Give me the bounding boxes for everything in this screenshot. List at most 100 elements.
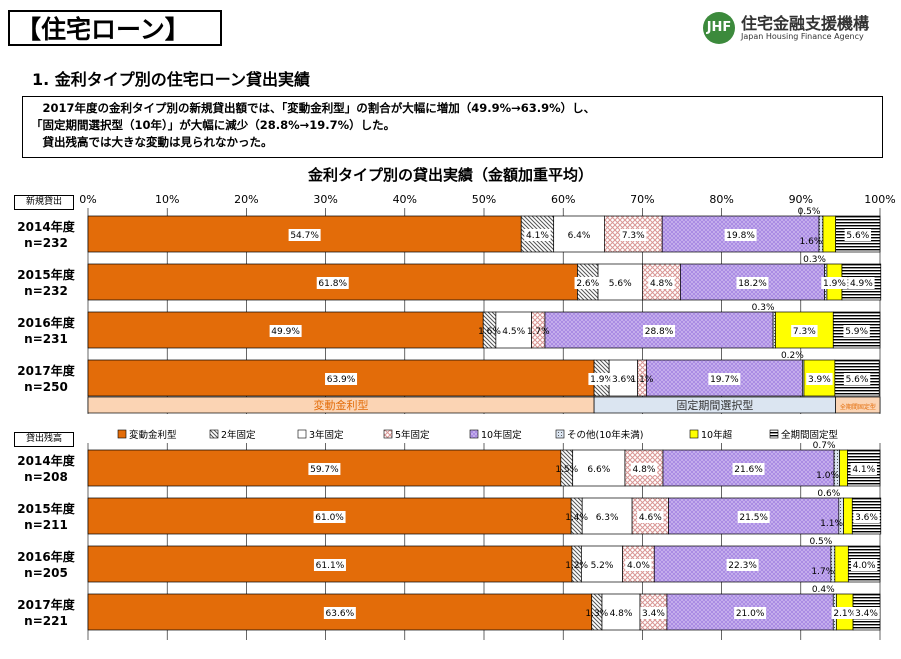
data-label-bg bbox=[269, 325, 302, 337]
data-label: 5.6% bbox=[846, 375, 869, 385]
legend-label: 10年超 bbox=[701, 429, 733, 441]
data-label: 6.3% bbox=[596, 513, 619, 523]
legend-label: 2年固定 bbox=[221, 429, 256, 441]
logo-subtitle: Japan Housing Finance Agency bbox=[741, 32, 864, 41]
data-label-bg bbox=[853, 607, 880, 619]
data-label-bg bbox=[734, 607, 767, 619]
data-label: 6.4% bbox=[568, 231, 591, 241]
data-label: 1.3% bbox=[585, 609, 608, 619]
data-label-bg bbox=[640, 607, 667, 619]
data-label: 0.3% bbox=[752, 303, 775, 313]
data-label: 3.4% bbox=[642, 609, 665, 619]
chart-title: 金利タイプ別の貸出実績（金額加重平均） bbox=[307, 166, 593, 184]
data-label-bg bbox=[325, 373, 358, 385]
data-label: 7.3% bbox=[793, 327, 816, 337]
data-label: 5.6% bbox=[609, 279, 632, 289]
legend-swatch bbox=[117, 429, 127, 439]
data-label-bg bbox=[806, 373, 833, 385]
data-label: 1.7% bbox=[527, 327, 550, 337]
bar-segment-variable bbox=[87, 311, 484, 349]
data-label: 4.1% bbox=[852, 465, 875, 475]
data-label: 4.8% bbox=[633, 465, 656, 475]
x-tick-label: 30% bbox=[313, 193, 337, 206]
x-tick-label: 100% bbox=[864, 193, 895, 206]
data-label-bg bbox=[625, 559, 652, 571]
data-label-bg bbox=[588, 373, 615, 385]
summary-line-2: 「固定期間選択型（10年）」が大幅に減少（28.8%→19.7%）した。 bbox=[31, 118, 396, 132]
data-label: 63.6% bbox=[326, 609, 355, 619]
bar-segment-over-10y bbox=[843, 497, 853, 535]
data-label-bg bbox=[648, 277, 675, 289]
row-year-label: 2016年度 bbox=[17, 549, 75, 564]
row-year-label: 2014年度 bbox=[17, 219, 75, 234]
data-label-bg bbox=[524, 229, 551, 241]
data-label-bg bbox=[708, 373, 741, 385]
data-label: 4.0% bbox=[627, 561, 650, 571]
legend-label: 3年固定 bbox=[309, 429, 344, 441]
data-label-bg bbox=[565, 229, 593, 241]
data-label-bg bbox=[500, 325, 527, 337]
bar-segment-over-10y bbox=[822, 215, 836, 253]
data-label: 18.2% bbox=[738, 279, 767, 289]
data-label-bg bbox=[316, 277, 349, 289]
data-label-bg bbox=[732, 463, 765, 475]
data-label-bg bbox=[607, 607, 635, 619]
data-label-bg bbox=[630, 463, 658, 475]
data-label: 0.5% bbox=[798, 207, 821, 217]
data-label: 61.1% bbox=[316, 561, 345, 571]
data-label: 5.2% bbox=[591, 561, 614, 571]
data-label-bg bbox=[850, 559, 878, 571]
row-n-label: n=205 bbox=[24, 566, 68, 580]
row-year-label: 2015年度 bbox=[17, 267, 75, 282]
summary-box: 2017年度の金利タイプ別の新規貸出額では、「変動金利型」の割合が大幅に増加（4… bbox=[22, 96, 883, 158]
data-label: 1.4% bbox=[565, 513, 588, 523]
data-label: 1.9% bbox=[590, 375, 613, 385]
data-label: 2.1% bbox=[833, 609, 856, 619]
data-label-bg bbox=[843, 373, 871, 385]
data-label: 1.7% bbox=[811, 567, 834, 577]
data-label-bg bbox=[607, 277, 634, 289]
row-year-label: 2015年度 bbox=[17, 501, 75, 516]
row-n-label: n=208 bbox=[24, 470, 68, 484]
row-n-label: n=231 bbox=[24, 332, 68, 346]
x-tick-label: 50% bbox=[472, 193, 496, 206]
data-label-bg bbox=[308, 463, 341, 475]
row-year-label: 2017年度 bbox=[17, 363, 75, 378]
data-label: 59.7% bbox=[310, 465, 339, 475]
row-n-label: n=232 bbox=[24, 284, 68, 298]
data-label-bg bbox=[791, 325, 818, 337]
agency-logo: JHF 住宅金融支援機構 Japan Housing Finance Agenc… bbox=[703, 10, 893, 50]
data-label-bg bbox=[574, 277, 601, 289]
data-label-bg bbox=[643, 325, 676, 337]
x-tick-label: 10% bbox=[155, 193, 179, 206]
data-label: 3.6% bbox=[612, 375, 635, 385]
data-label: 1.6% bbox=[800, 237, 823, 247]
data-label-bg bbox=[853, 511, 880, 523]
legend-swatch bbox=[769, 429, 779, 439]
data-label: 3.4% bbox=[855, 609, 878, 619]
legend-swatch bbox=[689, 429, 699, 439]
data-label: 3.9% bbox=[808, 375, 831, 385]
x-tick-label: 60% bbox=[551, 193, 575, 206]
summary-line-1: 2017年度の金利タイプ別の新規貸出額では、「変動金利型」の割合が大幅に増加（4… bbox=[31, 101, 596, 115]
x-tick-label: 20% bbox=[234, 193, 258, 206]
data-label-bg bbox=[844, 229, 872, 241]
data-label: 0.4% bbox=[812, 585, 835, 595]
data-label: 1.6% bbox=[478, 327, 501, 337]
summary-line-3: 貸出残高では大きな変動は見られなかった。 bbox=[31, 135, 273, 149]
data-label: 4.1% bbox=[526, 231, 549, 241]
data-label-bg bbox=[588, 559, 616, 571]
legend-swatch bbox=[383, 429, 393, 439]
row-year-label: 2017年度 bbox=[17, 597, 75, 612]
data-label-bg bbox=[724, 229, 757, 241]
category-band-label: 全期間固定型 bbox=[840, 403, 876, 411]
data-label-bg bbox=[736, 277, 769, 289]
data-label: 22.3% bbox=[728, 561, 757, 571]
data-label: 19.7% bbox=[710, 375, 739, 385]
house-logo-icon: JHF bbox=[703, 12, 735, 44]
data-label: 1.2% bbox=[565, 561, 588, 571]
data-label: 4.6% bbox=[639, 513, 662, 523]
category-band-label: 固定期間選択型 bbox=[676, 398, 753, 412]
data-label: 61.8% bbox=[318, 279, 347, 289]
